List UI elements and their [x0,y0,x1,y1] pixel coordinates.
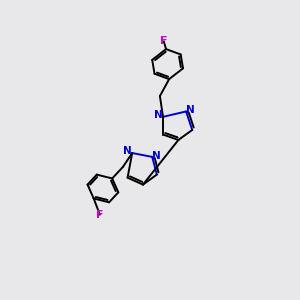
Text: N: N [186,105,195,115]
Text: N: N [123,146,132,157]
Text: N: N [152,151,161,161]
Text: N: N [154,110,163,120]
Text: F: F [96,210,103,220]
Text: F: F [160,36,167,46]
